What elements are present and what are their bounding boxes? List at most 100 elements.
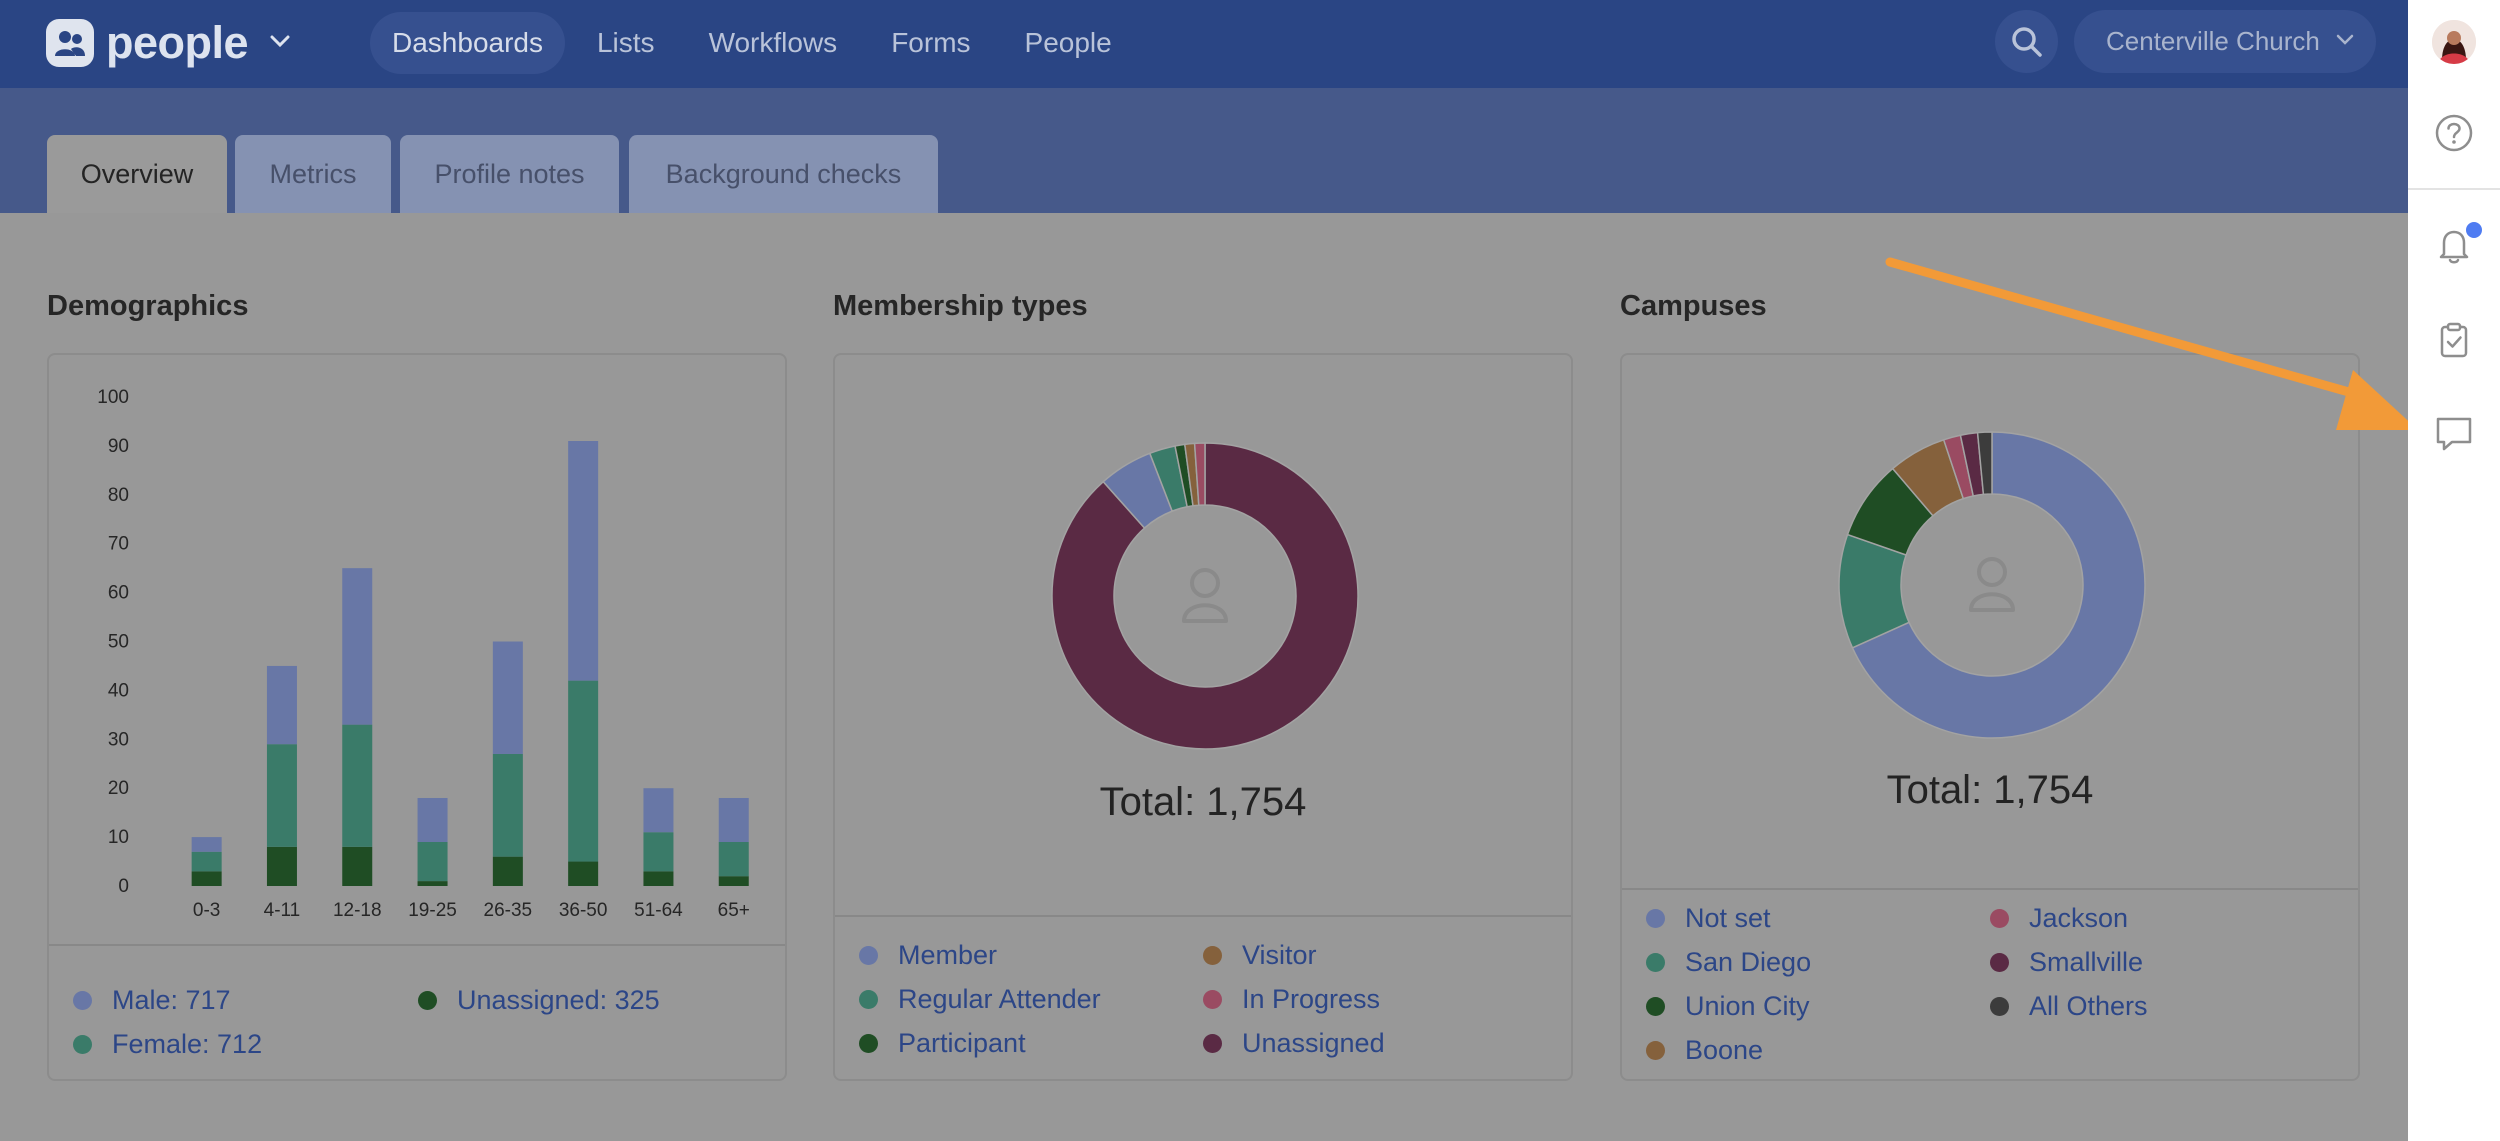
legend-label: Smallville <box>2029 947 2144 977</box>
bar-segment[interactable] <box>718 797 749 842</box>
question-mark-icon <box>2435 114 2473 152</box>
messages-button[interactable] <box>2408 413 2500 453</box>
legend-dot <box>1990 997 2009 1016</box>
legend-dot <box>1990 909 2009 928</box>
nav-workflows[interactable]: Workflows <box>708 27 838 58</box>
bar-segment[interactable] <box>643 871 674 886</box>
y-tick-label: 40 <box>108 680 129 701</box>
legend-label: Unassigned <box>1242 1028 1385 1058</box>
user-avatar-button[interactable] <box>2408 20 2500 64</box>
search-button[interactable] <box>1995 10 2058 73</box>
bar-segment[interactable] <box>417 881 448 886</box>
tab-metrics[interactable]: Metrics <box>235 135 391 213</box>
bar-segment[interactable] <box>568 680 599 862</box>
bar-segment[interactable] <box>191 851 222 872</box>
y-tick-label: 30 <box>108 729 129 750</box>
person-icon <box>1182 568 1228 623</box>
legend-label: San Diego <box>1685 947 1812 977</box>
bar-segment[interactable] <box>568 861 599 886</box>
y-tick-label: 90 <box>108 436 129 457</box>
bar-segment[interactable] <box>492 856 523 886</box>
bar-segment[interactable] <box>643 788 674 833</box>
bar-segment[interactable] <box>342 846 373 886</box>
tasks-button[interactable] <box>2408 320 2500 360</box>
legend-item-unassigned[interactable]: Unassigned: 325 <box>418 985 660 1016</box>
legend-dot <box>418 991 437 1010</box>
notifications-button[interactable] <box>2408 225 2500 265</box>
app-name: people <box>106 17 249 68</box>
legend-label: Regular Attender <box>898 984 1101 1014</box>
nav-people[interactable]: People <box>1024 27 1112 58</box>
tab-overview[interactable]: Overview <box>47 135 227 213</box>
legend-item-participant[interactable]: Participant <box>859 1028 1026 1059</box>
x-tick-label: 26-35 <box>484 900 533 921</box>
legend-item-not-set[interactable]: Not set <box>1646 903 1771 934</box>
donut-slice[interactable] <box>1976 431 1993 496</box>
legend-item-regular-attender[interactable]: Regular Attender <box>859 984 1101 1015</box>
legend-item-boone[interactable]: Boone <box>1646 1035 1763 1066</box>
legend-dot <box>1990 953 2009 972</box>
bar-segment[interactable] <box>191 837 222 852</box>
campuses-total: Total: 1,754 <box>1886 768 2094 812</box>
avatar <box>2432 20 2476 64</box>
bar-segment[interactable] <box>266 744 297 847</box>
legend-item-female[interactable]: Female: 712 <box>73 1029 262 1060</box>
legend-item-smallville[interactable]: Smallville <box>1990 947 2143 978</box>
organization-selector[interactable]: Centerville Church <box>2074 10 2376 73</box>
legend-item-all-others[interactable]: All Others <box>1990 991 2148 1022</box>
legend-item-san-diego[interactable]: San Diego <box>1646 947 1811 978</box>
y-tick-label: 100 <box>97 387 129 408</box>
legend-dot <box>73 1035 92 1054</box>
legend-label: In Progress <box>1242 984 1381 1014</box>
bar-segment[interactable] <box>568 441 599 681</box>
nav-lists[interactable]: Lists <box>596 27 655 58</box>
chat-bubble-icon <box>2436 417 2472 451</box>
bar-segment[interactable] <box>643 832 674 872</box>
legend-item-jackson[interactable]: Jackson <box>1990 903 2128 934</box>
legend-label: Jackson <box>2029 903 2129 933</box>
legend-item-male[interactable]: Male: 717 <box>73 985 231 1016</box>
bar-segment[interactable] <box>492 753 523 857</box>
bar-segment[interactable] <box>266 665 297 745</box>
bar-segment[interactable] <box>492 641 523 754</box>
legend-item-union-city[interactable]: Union City <box>1646 991 1810 1022</box>
bar-segment[interactable] <box>342 568 373 725</box>
nav-forms[interactable]: Forms <box>891 27 971 58</box>
bell-icon <box>2439 230 2469 264</box>
main-nav: Dashboards Lists Workflows Forms People <box>370 12 1144 74</box>
bar-segment[interactable] <box>417 841 448 882</box>
donut-slice[interactable] <box>1193 442 1206 507</box>
legend-dot <box>859 1034 878 1053</box>
y-tick-label: 80 <box>108 485 129 506</box>
app-switcher[interactable]: people <box>46 18 290 68</box>
people-logo-icon <box>46 19 94 67</box>
legend-item-in-progress[interactable]: In Progress <box>1203 984 1380 1015</box>
legend-item-unassigned[interactable]: Unassigned <box>1203 1028 1385 1059</box>
bar-segment[interactable] <box>191 871 222 886</box>
nav-dashboards[interactable]: Dashboards <box>370 12 565 74</box>
donut-slice[interactable] <box>1051 442 1359 750</box>
dashboard-tabs-bar: Overview Metrics Profile notes Backgroun… <box>0 88 2408 213</box>
bar-segment[interactable] <box>417 797 448 842</box>
bar-segment[interactable] <box>266 846 297 886</box>
demographics-bar-chart: 0 10 20 30 40 50 60 70 80 90 100 0-3 4-11 12-18 19-25 2… <box>97 387 750 921</box>
divider <box>2408 188 2500 190</box>
legend-item-visitor[interactable]: Visitor <box>1203 940 1317 971</box>
y-tick-label: 20 <box>108 778 129 799</box>
tab-background-checks[interactable]: Background checks <box>629 135 938 213</box>
bar-segment[interactable] <box>718 876 749 886</box>
legend-dot <box>73 991 92 1010</box>
x-tick-label: 19-25 <box>408 900 457 921</box>
help-button[interactable] <box>2408 113 2500 153</box>
legend-item-member[interactable]: Member <box>859 940 997 971</box>
search-icon <box>2012 27 2042 57</box>
legend-label: Male: 717 <box>112 985 231 1015</box>
bar-segment[interactable] <box>718 841 749 877</box>
campuses-panel: Total: 1,754 Not set San Diego Union Cit… <box>1620 353 2360 1081</box>
legend-dot <box>1646 1041 1665 1060</box>
bar-segment[interactable] <box>342 724 373 847</box>
tab-profile-notes[interactable]: Profile notes <box>400 135 619 213</box>
divider <box>835 915 1571 917</box>
donut-slice[interactable] <box>1851 431 2146 739</box>
membership-donut-chart <box>1051 442 1359 750</box>
